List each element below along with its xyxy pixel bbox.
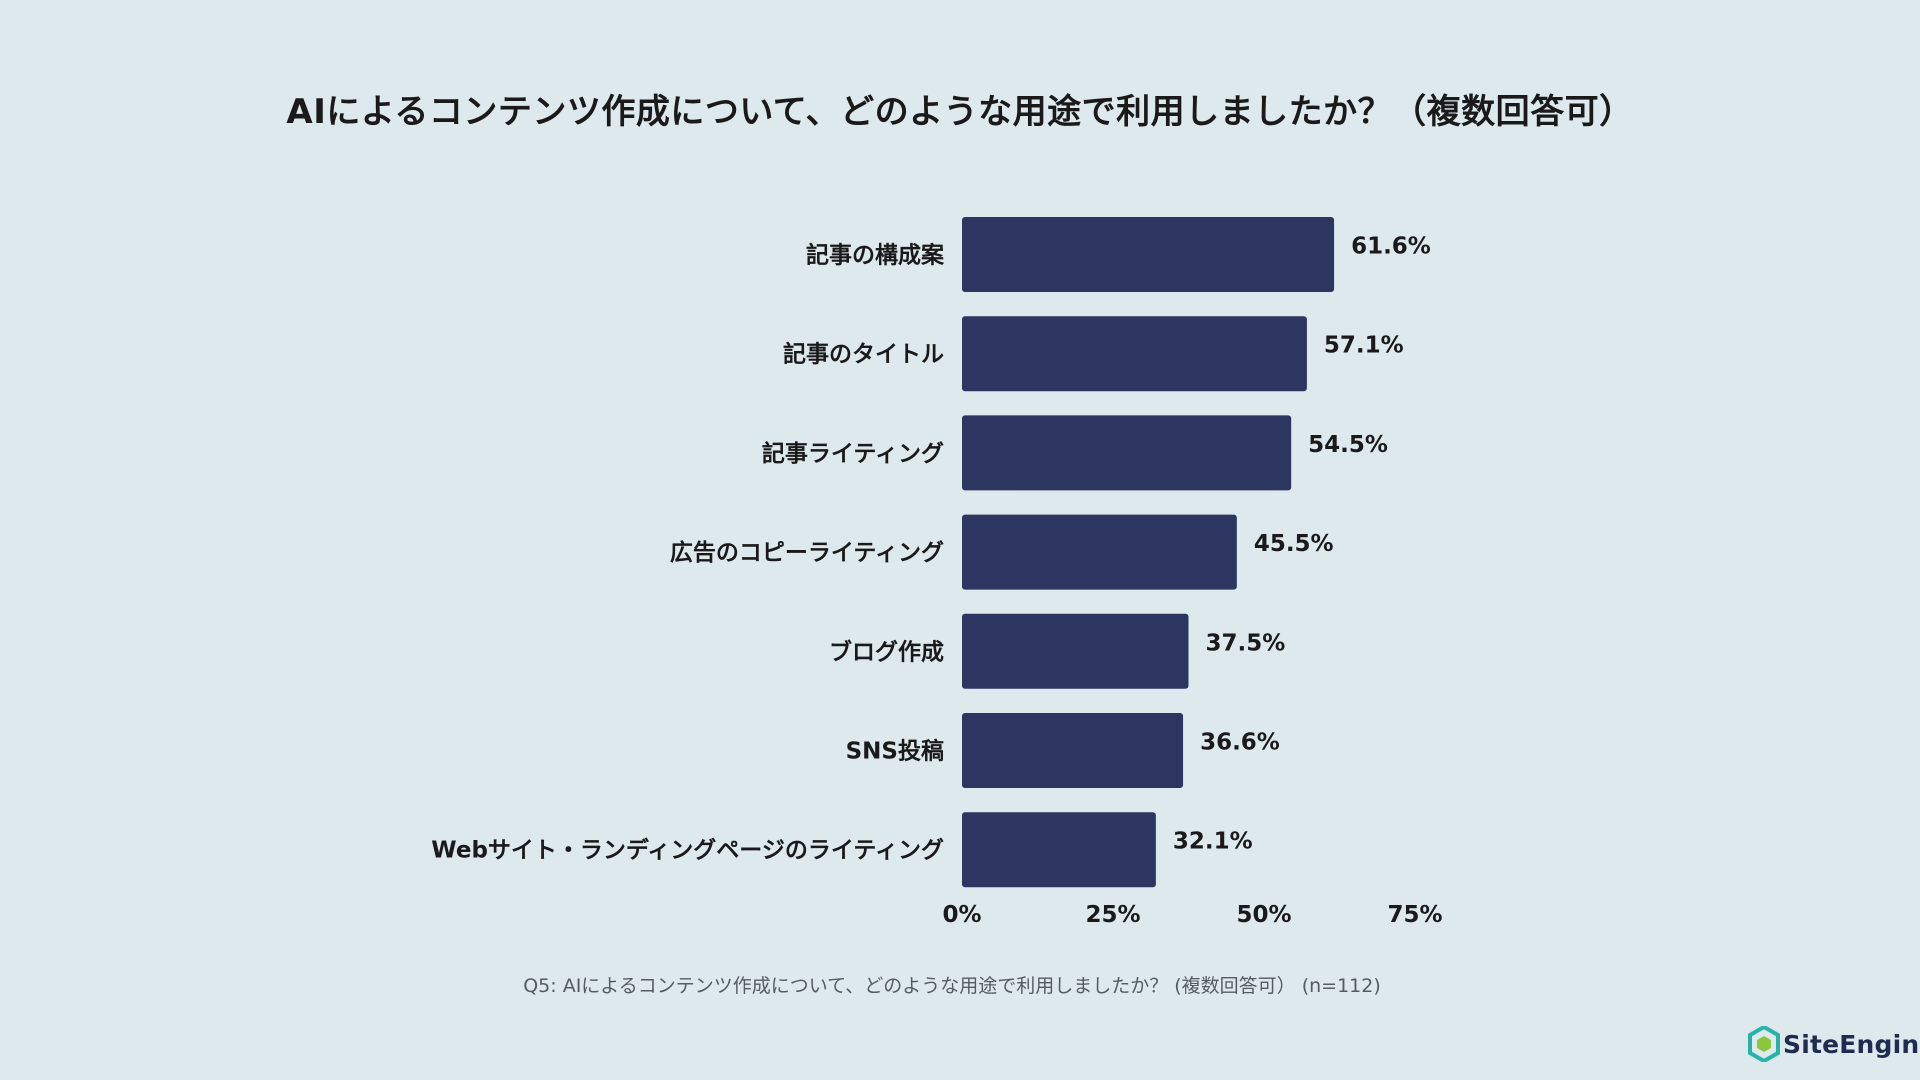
value-label: 36.6% xyxy=(1200,730,1280,756)
category-label: Webサイト・ランディングページのライティング xyxy=(431,837,944,864)
value-label: 61.6% xyxy=(1351,234,1431,260)
category-label: 記事の構成案 xyxy=(806,242,945,269)
category-label: 広告のコピーライティング xyxy=(670,539,944,566)
bar xyxy=(962,613,1189,689)
x-tick-label: 75% xyxy=(1387,902,1442,928)
value-label: 37.5% xyxy=(1206,630,1286,656)
chart-title: AIによるコンテンツ作成について、どのような用途で利用しましたか？（複数回答可） xyxy=(286,92,1634,132)
bars-layer xyxy=(962,217,1335,888)
category-label: ブログ作成 xyxy=(829,638,944,665)
logo-text: SiteEngine xyxy=(1783,1029,1920,1059)
bar xyxy=(962,217,1335,292)
site-engine-logo: SiteEngine xyxy=(1748,1026,1920,1062)
bar xyxy=(962,812,1156,888)
bar xyxy=(962,415,1292,491)
category-label: 記事のタイトル xyxy=(783,341,944,368)
x-tick-label: 25% xyxy=(1085,902,1140,928)
survey-footnote: Q5: AIによるコンテンツ作成について、どのような用途で利用しましたか？ (複… xyxy=(523,975,1381,997)
value-label: 32.1% xyxy=(1173,829,1253,855)
bar xyxy=(962,514,1237,590)
x-tick-label: 0% xyxy=(942,902,981,928)
site-engine-hex-logo-icon xyxy=(1748,1026,1780,1062)
x-tick-label: 50% xyxy=(1236,902,1291,928)
x-axis-ticks-layer: 0% 25% 50% 75% xyxy=(942,902,1442,928)
bar xyxy=(962,316,1307,392)
category-label: SNS投稿 xyxy=(846,738,944,765)
bar xyxy=(962,713,1184,788)
value-labels-layer: 61.6% 57.1% 54.5% 45.5% 37.5% 36.6% 32.1% xyxy=(1173,234,1431,855)
category-label: 記事ライティング xyxy=(762,440,944,467)
value-label: 57.1% xyxy=(1324,333,1404,359)
value-label: 45.5% xyxy=(1254,531,1334,557)
value-label: 54.5% xyxy=(1308,432,1388,458)
